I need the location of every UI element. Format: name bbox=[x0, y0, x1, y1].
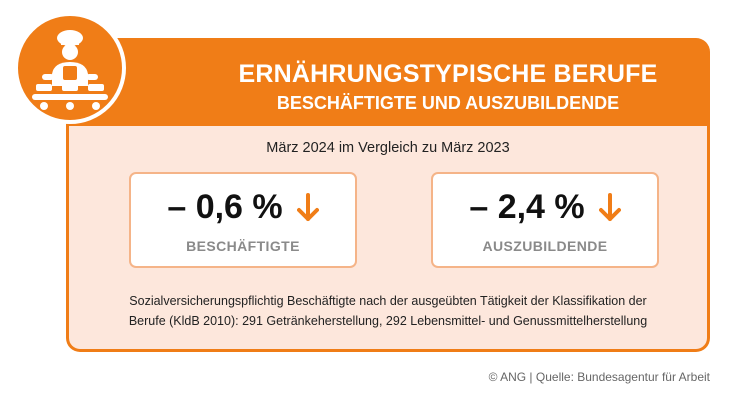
employees-card: – 0,6 % BESCHÄFTIGTE bbox=[129, 172, 357, 268]
employees-label: BESCHÄFTIGTE bbox=[186, 238, 300, 254]
methodology-note: Sozialversicherungspflichtig Beschäftigt… bbox=[87, 291, 689, 331]
methodology-note-line: Sozialversicherungspflichtig Beschäftigt… bbox=[129, 294, 647, 308]
trainees-label: AUSZUBILDENDE bbox=[482, 238, 608, 254]
trainees-change-value: – 2,4 % bbox=[469, 188, 585, 226]
comparison-period: März 2024 im Vergleich zu März 2023 bbox=[266, 140, 510, 156]
header-band: ERNÄHRUNGSTYPISCHE BERUFE BESCHÄFTIGTE U… bbox=[66, 38, 710, 128]
food-worker-conveyor-icon bbox=[14, 12, 126, 124]
arrow-down-icon bbox=[296, 192, 319, 221]
content-panel: März 2024 im Vergleich zu März 2023 – 0,… bbox=[66, 126, 710, 352]
employees-change-value: – 0,6 % bbox=[167, 188, 283, 226]
source-credit: © ANG | Quelle: Bundesagentur für Arbeit bbox=[488, 370, 710, 384]
page-subtitle: BESCHÄFTIGTE UND AUSZUBILDENDE bbox=[276, 93, 620, 113]
arrow-down-icon bbox=[598, 192, 621, 221]
employees-change: – 0,6 % bbox=[131, 188, 355, 227]
page-title: ERNÄHRUNGSTYPISCHE BERUFE bbox=[238, 60, 658, 88]
trainees-card: – 2,4 % AUSZUBILDENDE bbox=[431, 172, 659, 268]
trainees-change: – 2,4 % bbox=[433, 188, 657, 227]
methodology-note-line: Berufe (KldB 2010): 291 Getränkeherstell… bbox=[128, 314, 648, 328]
